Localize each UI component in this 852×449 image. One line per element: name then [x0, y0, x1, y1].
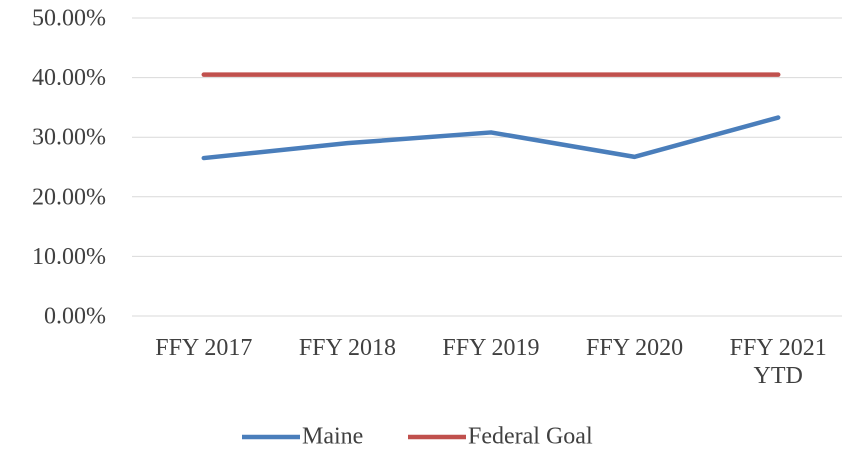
y-tick-label: 40.00%: [32, 65, 106, 91]
x-tick-label: FFY 2017: [155, 335, 253, 361]
legend-label: Maine: [302, 424, 363, 449]
y-tick-label: 20.00%: [32, 184, 106, 210]
x-tick-label: FFY 2019: [442, 335, 540, 361]
x-tick-label: FFY 2020: [586, 335, 684, 361]
series-line: [201, 115, 781, 161]
x-tick-label: FFY 2018: [298, 335, 396, 361]
y-tick-label: 30.00%: [32, 125, 106, 151]
legend-label: Federal Goal: [468, 424, 593, 449]
y-tick-label: 0.00%: [44, 304, 106, 330]
y-tick-label: 50.00%: [32, 6, 106, 32]
x-tick-label: FFY 2021 YTD: [729, 335, 827, 389]
y-tick-label: 10.00%: [32, 244, 106, 270]
